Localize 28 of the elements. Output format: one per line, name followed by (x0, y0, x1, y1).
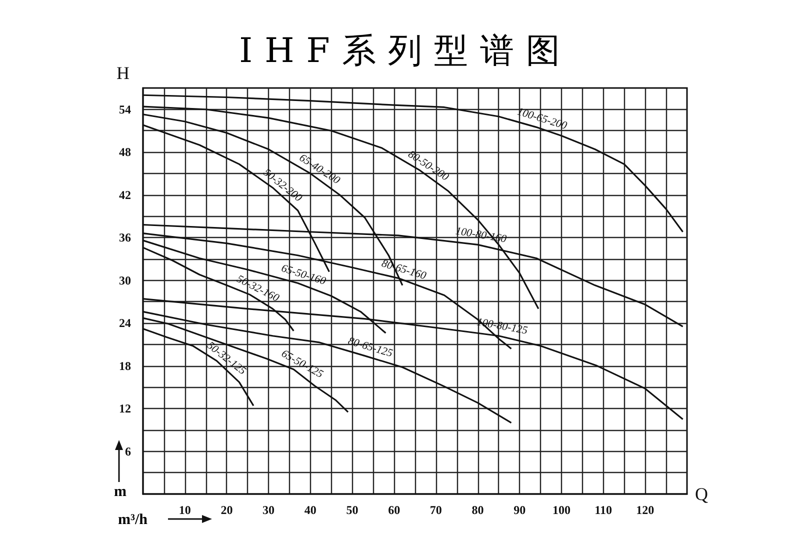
chart-title: IHF系列型谱图 (239, 31, 572, 71)
x-tick-label: 10 (178, 503, 191, 517)
x-tick-label: 100 (552, 503, 570, 517)
x-tick-label: 30 (262, 503, 275, 517)
x-tick-label: 90 (514, 503, 526, 517)
text: m³/h (118, 512, 148, 529)
y-axis-title: H (116, 63, 130, 83)
x-tick-label: 60 (388, 503, 400, 517)
y-tick-label: 54 (119, 102, 131, 116)
x-tick-label: 50 (346, 503, 358, 517)
x-tick-label: 40 (304, 503, 316, 517)
y-tick-label: 30 (119, 273, 131, 288)
y-tick-label: 36 (119, 230, 131, 245)
y-tick-label: 42 (119, 188, 131, 202)
text: 100-80-160 (454, 225, 508, 246)
x-tick-label: 110 (594, 503, 612, 517)
y-tick-label: 24 (119, 316, 131, 330)
y-tick-label: 12 (119, 402, 131, 416)
x-tick-label: 80 (472, 503, 484, 517)
y-tick-label: 18 (119, 358, 131, 373)
x-axis-title: Q (695, 484, 708, 504)
y-tick-label: 6 (125, 444, 131, 458)
x-tick-label: 70 (430, 503, 442, 517)
text: m (114, 484, 126, 501)
y-tick-label: 48 (119, 145, 131, 160)
x-tick-label: 20 (220, 503, 233, 517)
text: 100-80-125 (476, 316, 529, 337)
x-tick-label: 120 (636, 503, 654, 517)
